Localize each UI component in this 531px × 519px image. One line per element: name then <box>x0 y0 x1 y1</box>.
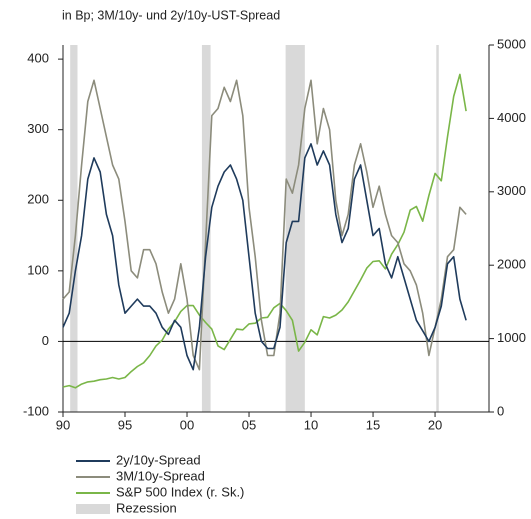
series-line <box>62 73 467 389</box>
y2-tick-label: 5000 <box>497 36 526 51</box>
y-tick-label: 100 <box>27 262 49 277</box>
x-tick-label: 15 <box>366 417 380 432</box>
x-tick-label: 95 <box>118 417 132 432</box>
y-tick-label: 400 <box>27 51 49 66</box>
y2-tick-label: 3000 <box>497 183 526 198</box>
x-tick-label: 20 <box>428 417 442 432</box>
y2-tick-label: 1000 <box>497 330 526 345</box>
legend-label: 3M/10y-Spread <box>116 468 205 483</box>
legend-swatch <box>76 504 110 514</box>
x-tick-label: 00 <box>180 417 194 432</box>
x-tick-label: 90 <box>56 417 70 432</box>
chart-subtitle: in Bp; 3M/10y- und 2y/10y-UST-Spread <box>62 8 280 22</box>
series-line <box>62 79 467 371</box>
y-tick-label: 300 <box>27 121 49 136</box>
y2-tick-label: 4000 <box>497 110 526 125</box>
y-tick-label: 200 <box>27 192 49 207</box>
y-tick-label: -100 <box>23 403 49 418</box>
recession-band <box>285 45 305 412</box>
recession-band <box>70 45 78 412</box>
series-line <box>62 143 467 371</box>
x-tick-label: 05 <box>242 417 256 432</box>
y2-tick-label: 0 <box>497 403 504 418</box>
y2-tick-label: 2000 <box>497 257 526 272</box>
legend-label: Rezession <box>116 500 177 515</box>
recession-band <box>436 45 439 412</box>
legend-label: S&P 500 Index (r. Sk.) <box>116 484 244 499</box>
legend-label: 2y/10y-Spread <box>116 452 201 467</box>
y-tick-label: 0 <box>42 333 49 348</box>
x-tick-label: 10 <box>304 417 318 432</box>
